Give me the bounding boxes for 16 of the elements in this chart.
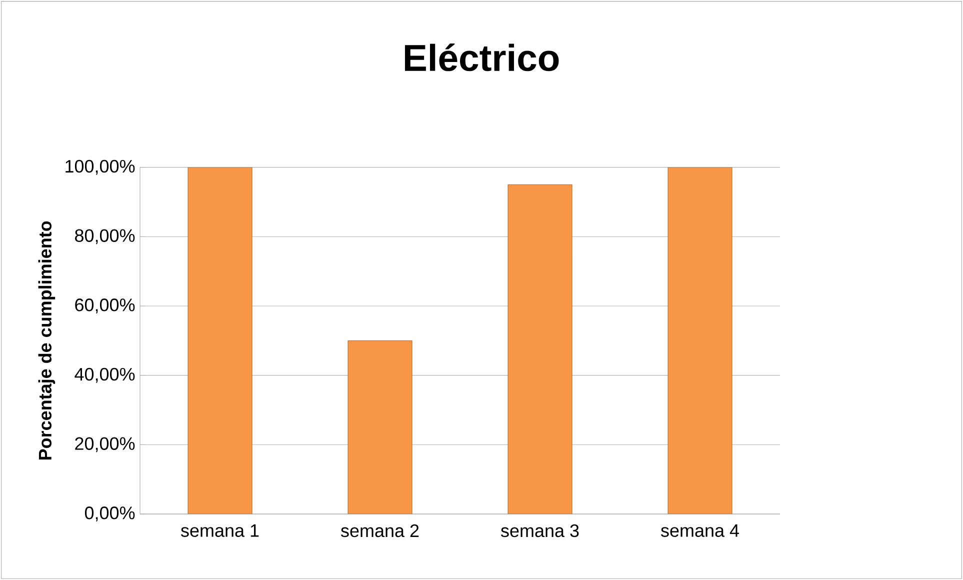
y-tick-label: 20,00% [75, 437, 135, 452]
x-tick-label: semana 2 [340, 524, 419, 538]
chart-title: Eléctrico [404, 43, 559, 72]
bar [348, 340, 412, 514]
bar [188, 167, 252, 514]
y-tick-label: 80,00% [75, 229, 135, 244]
bar [668, 167, 732, 514]
x-tick-label: semana 3 [500, 524, 579, 538]
y-tick-label: 100,00% [66, 160, 135, 175]
bar [508, 184, 572, 514]
y-tick-label: 60,00% [75, 298, 135, 314]
y-tick-label: 40,00% [74, 368, 135, 383]
x-tick-label: semana 4 [660, 524, 739, 537]
y-axis-title: Porcentaje de cumplimiento [38, 221, 56, 460]
y-tick-label: 0,00% [84, 506, 135, 522]
x-tick-label: semana 1 [180, 524, 259, 537]
